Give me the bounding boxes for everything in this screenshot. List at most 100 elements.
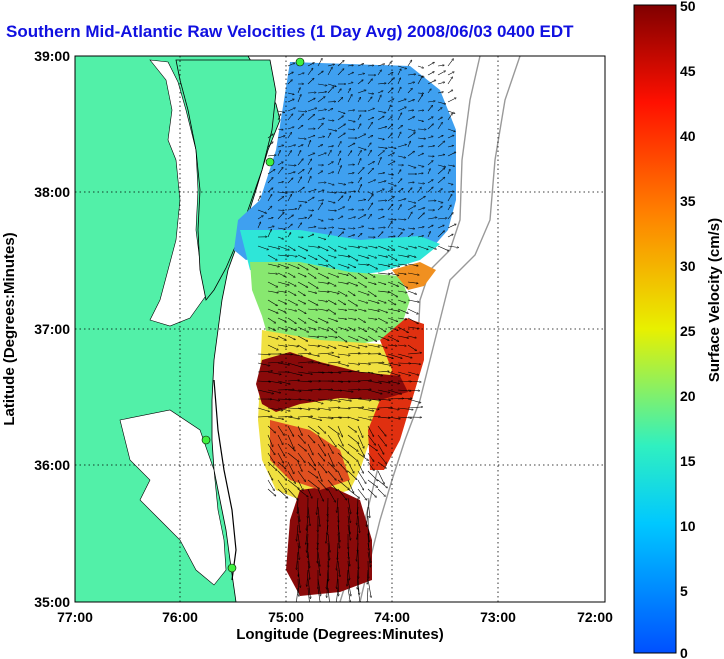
velocity-vector <box>297 381 312 382</box>
velocity-vector <box>307 141 311 148</box>
velocity-vector <box>317 560 320 576</box>
velocity-vector <box>437 71 445 76</box>
velocity-vector <box>307 452 316 466</box>
velocity-vector <box>357 362 370 364</box>
colorbar-tick-label: 15 <box>680 453 696 469</box>
velocity-vector <box>267 229 271 238</box>
velocity-vector <box>337 524 340 542</box>
velocity-vector <box>267 470 273 480</box>
velocity-vector <box>427 106 433 112</box>
velocity-vector <box>337 133 345 139</box>
colorbar-tick-label: 5 <box>680 583 688 599</box>
velocity-vector <box>407 182 414 183</box>
velocity-vector <box>357 443 364 456</box>
velocity-vector <box>336 587 339 602</box>
velocity-vector <box>417 76 422 85</box>
delmarva-peninsula <box>175 59 277 301</box>
velocity-vector <box>297 407 310 410</box>
velocity-vector <box>347 587 350 602</box>
velocity-vector <box>317 470 322 481</box>
velocity-vector <box>306 524 309 544</box>
velocity-vector <box>337 182 346 185</box>
velocity-vector <box>387 189 393 193</box>
velocity-vector <box>327 417 341 418</box>
velocity-vector <box>447 146 453 148</box>
velocity-vector <box>337 497 339 512</box>
velocity-vector <box>317 203 323 211</box>
velocity-vector <box>327 162 333 166</box>
velocity-vector <box>277 461 286 469</box>
velocity-vector <box>307 299 318 305</box>
velocity-vector <box>327 390 342 391</box>
velocity-vector <box>317 200 324 201</box>
velocity-vector <box>437 123 442 130</box>
velocity-vector <box>277 380 290 384</box>
velocity-vector <box>267 335 278 339</box>
velocity-vector <box>317 97 325 103</box>
velocity-vector <box>277 317 286 322</box>
velocity-vector <box>437 101 446 104</box>
velocity-vector <box>277 151 280 157</box>
velocity-vector <box>347 272 356 278</box>
velocity-vector <box>337 166 341 175</box>
velocity-vector <box>277 335 286 340</box>
velocity-vector <box>287 452 299 462</box>
velocity-vector <box>357 354 370 355</box>
velocity-vector <box>447 234 453 238</box>
velocity-vector <box>367 281 376 284</box>
velocity-vector <box>387 389 402 394</box>
velocity-vector <box>327 479 337 491</box>
velocity-vector <box>287 308 297 311</box>
velocity-vector <box>327 335 337 337</box>
velocity-vector <box>307 176 311 184</box>
station-marker <box>265 157 275 167</box>
velocity-vector <box>317 344 329 348</box>
velocity-vector <box>327 146 333 147</box>
velocity-vector <box>347 235 355 238</box>
velocity-vector <box>317 83 327 86</box>
velocity-vector <box>387 254 397 260</box>
velocity-vector <box>367 578 371 597</box>
velocity-vector <box>377 479 387 488</box>
velocity-vector <box>257 196 261 202</box>
velocity-vector <box>447 110 455 113</box>
velocity-vector <box>397 69 401 76</box>
velocity-vector <box>297 416 312 417</box>
velocity-vector <box>407 335 416 338</box>
velocity-vector <box>337 299 346 305</box>
velocity-vector <box>397 416 412 418</box>
velocity-vector <box>377 281 386 284</box>
velocity-vector <box>297 497 298 513</box>
velocity-vector <box>327 150 331 157</box>
velocity-vector <box>447 224 456 229</box>
velocity-vector <box>407 133 415 139</box>
velocity-vector <box>297 452 305 462</box>
velocity-vector <box>357 272 367 279</box>
velocity-vector <box>347 407 364 408</box>
velocity-vector <box>397 381 411 382</box>
velocity-vector <box>317 587 320 602</box>
velocity-vector <box>337 254 350 257</box>
velocity-vector <box>407 151 414 157</box>
velocity-vector <box>407 82 415 85</box>
velocity-vector <box>427 72 434 76</box>
velocity-vector <box>427 80 436 85</box>
velocity-vector <box>407 164 416 168</box>
velocity-vector <box>337 344 348 347</box>
velocity-vector <box>387 197 394 202</box>
velocity-vector <box>307 98 315 103</box>
velocity-vector <box>307 63 314 67</box>
velocity-vector <box>297 170 304 175</box>
velocity-vector <box>427 225 433 229</box>
velocity-vector <box>257 371 272 373</box>
velocity-vector <box>357 380 371 381</box>
velocity-vector <box>267 273 277 274</box>
velocity-vector <box>447 205 451 211</box>
velocity-vector <box>277 245 289 250</box>
velocity-vector <box>377 290 389 292</box>
velocity-vector <box>297 326 309 332</box>
velocity-vector <box>357 80 363 85</box>
velocity-vector <box>357 470 366 483</box>
velocity-vector <box>327 372 341 373</box>
velocity-vector <box>287 195 292 202</box>
